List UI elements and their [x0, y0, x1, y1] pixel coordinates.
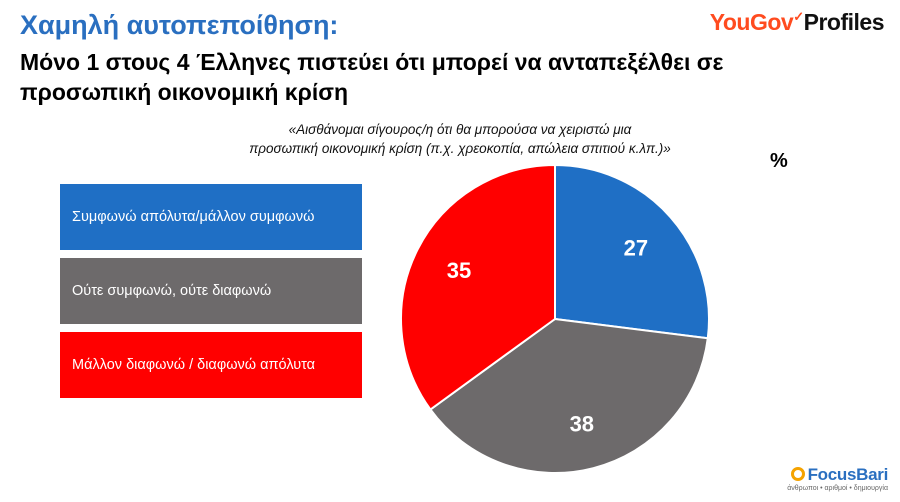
unit-label: % — [770, 150, 788, 172]
focusbari-logo: FocusBari άνθρωποι • αριθμοί • δημιουργί… — [787, 465, 888, 492]
pie-slice-agree — [554, 163, 710, 340]
page-subtitle: Μόνο 1 στους 4 Έλληνες πιστεύει ότι μπορ… — [20, 49, 724, 105]
legend-item-disagree: Μάλλον διαφωνώ / διαφωνώ απόλυτα — [60, 332, 362, 398]
question-line-2: προσωπική οικονομική κρίση (π.χ. χρεοκοπ… — [249, 141, 671, 156]
legend-item-neutral: Ούτε συμφωνώ, ούτε διαφωνώ — [60, 258, 362, 324]
focusbari-tagline: άνθρωποι • αριθμοί • δημιουργία — [787, 485, 888, 492]
pie-slice-neutral — [429, 317, 709, 474]
pie-label-agree: 27 — [624, 236, 648, 261]
logo-product: Profiles — [803, 9, 885, 35]
pie-label-disagree: 35 — [447, 258, 471, 283]
logo-tick-icon: ✓ — [793, 9, 804, 24]
question-line-1: «Αισθάνομαι σίγουρος/η ότι θα μπορούσα ν… — [288, 122, 632, 137]
focusbari-name: FocusBari — [807, 465, 889, 484]
legend-item-agree: Συμφωνώ απόλυτα/μάλλον συμφωνώ — [60, 184, 362, 250]
logo-brand: YouGov — [709, 9, 794, 35]
yougov-logo: YouGov✓Profiles — [709, 9, 885, 36]
survey-question: «Αισθάνομαι σίγουρος/η ότι θα μπορούσα ν… — [180, 120, 740, 158]
magnifier-icon — [790, 467, 805, 481]
pie-label-neutral: 38 — [570, 411, 594, 436]
page-title: Χαμηλή αυτοπεποίθηση: — [20, 10, 339, 40]
pie-slice-disagree — [400, 163, 556, 411]
